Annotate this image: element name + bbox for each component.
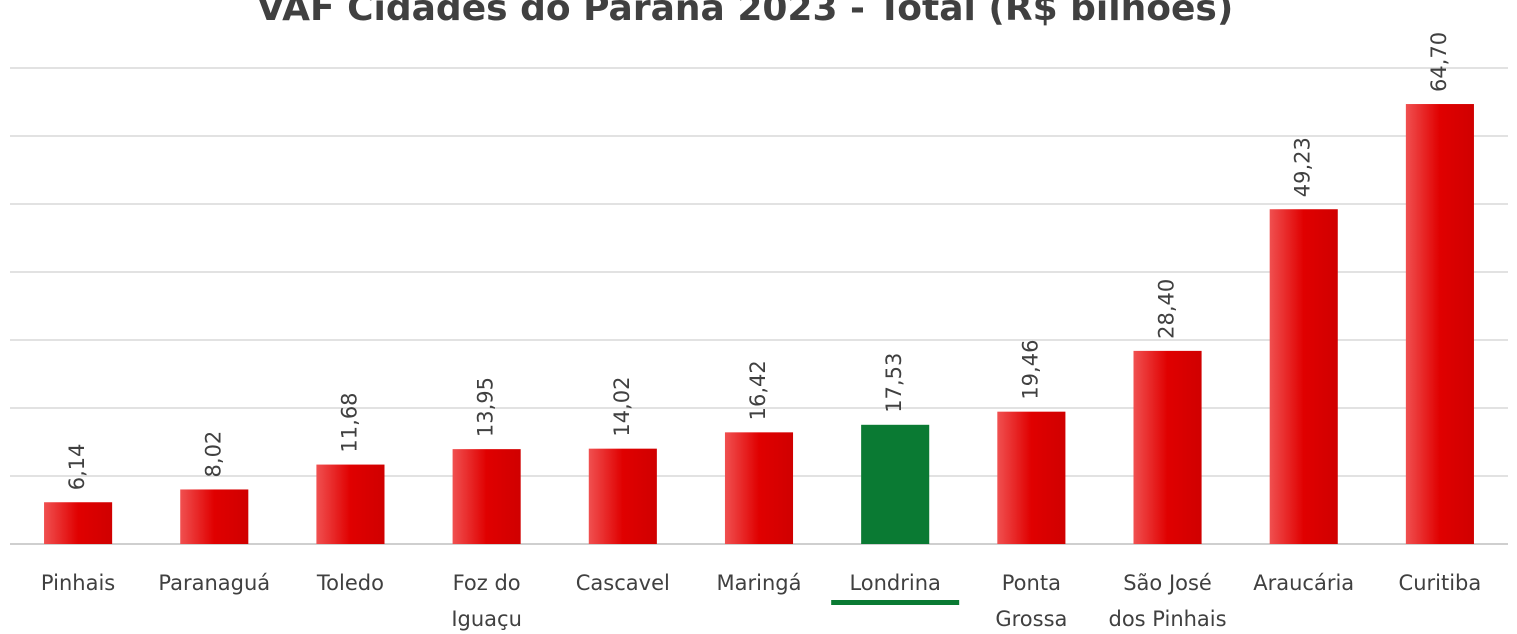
bar: [1269, 209, 1338, 544]
x-tick-label: Ponta Grossa: [995, 571, 1067, 631]
bar: [452, 449, 521, 544]
chart-title: VAF Cidades do Paraná 2023 - Total (R$ b…: [257, 0, 1234, 29]
bar: [180, 489, 249, 544]
value-label: 13,95: [474, 377, 498, 437]
x-tick-label: Maringá: [717, 571, 802, 595]
value-label: 64,70: [1427, 32, 1451, 92]
value-label: 11,68: [337, 392, 361, 452]
bar: [588, 448, 657, 544]
value-label: 6,14: [65, 443, 89, 490]
bar: [1405, 104, 1474, 544]
x-tick-label: Curitiba: [1399, 571, 1482, 595]
value-label: 8,02: [201, 431, 225, 478]
value-label: 19,46: [1018, 340, 1042, 400]
bar: [316, 464, 385, 544]
value-label: 17,53: [882, 353, 906, 413]
value-label: 16,42: [746, 360, 770, 420]
bar: [724, 432, 794, 544]
bar: [861, 424, 930, 544]
x-tick-label: Foz do Iguaçu: [451, 571, 522, 631]
value-label: 14,02: [610, 377, 634, 437]
value-label: 49,23: [1291, 137, 1315, 197]
x-tick-label: Cascavel: [576, 571, 670, 595]
bar: [1133, 350, 1202, 544]
x-tick-label: Pinhais: [41, 571, 115, 595]
x-tick-label: Londrina: [849, 571, 940, 595]
x-tick-label: Toledo: [316, 571, 384, 595]
x-tick-label: São José dos Pinhais: [1108, 571, 1226, 631]
x-tick-label: Paranaguá: [158, 571, 270, 595]
x-tick-label: Araucária: [1253, 571, 1354, 595]
bar: [44, 502, 113, 544]
bar: [997, 411, 1066, 544]
highlight-underline: [831, 600, 960, 605]
value-label: 28,40: [1155, 279, 1179, 339]
